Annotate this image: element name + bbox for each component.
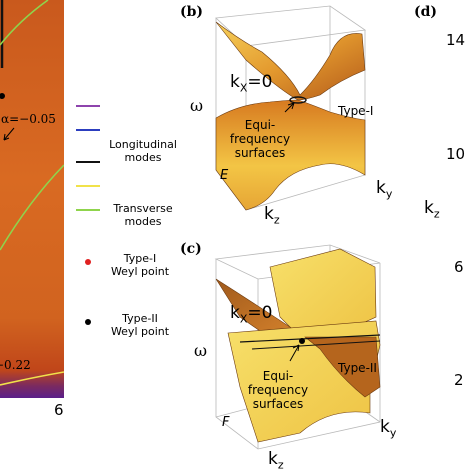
panel-b-ky-label: ky bbox=[376, 178, 392, 200]
panel-b-corner-label: E bbox=[220, 168, 229, 183]
panel-c-kz-k: k bbox=[268, 449, 278, 469]
panel-b-kx-label: kX=0 bbox=[230, 72, 272, 94]
panel-a-tick: 6 bbox=[54, 401, 64, 419]
panel-c: (c) bbox=[180, 237, 410, 474]
panel-d-label: (d) bbox=[414, 4, 438, 20]
panel-b-ky-k: k bbox=[376, 178, 386, 198]
panel-d-axis-sub: z bbox=[433, 207, 440, 221]
panel-b-kx-sub: X bbox=[239, 81, 248, 95]
panel-d: (d) 14 10 kz 6 2 bbox=[410, 0, 474, 474]
panel-b-kx-eq: =0 bbox=[247, 72, 273, 92]
legend-type2-line2: Weyl point bbox=[110, 325, 170, 338]
panel-b-equi-line2: surfaces bbox=[234, 146, 286, 160]
panel-c-equi-line1: Equi-frequency bbox=[247, 369, 309, 397]
legend-type2-label: Type-II Weyl point bbox=[100, 312, 180, 338]
panel-c-kz-sub: z bbox=[277, 458, 284, 472]
panel-d-tick-6: 6 bbox=[454, 258, 464, 276]
legend-longitudinal-label: Longitudinal modes bbox=[106, 138, 180, 164]
panel-b-surface-plot bbox=[215, 5, 367, 211]
panel-c-omega: ω bbox=[194, 341, 208, 360]
panel-c-type-label: Type-II bbox=[338, 361, 377, 375]
panel-b-kx-k: k bbox=[230, 72, 240, 92]
legend-transverse-line1: Transverse bbox=[113, 202, 173, 215]
legend-type1-line1: Type-I bbox=[123, 252, 157, 265]
panel-c-label: (c) bbox=[180, 241, 202, 257]
legend-dot-type2 bbox=[85, 319, 91, 325]
panel-b-kz-label: kz bbox=[264, 204, 280, 226]
panel-c-ky-label: ky bbox=[380, 417, 396, 439]
panel-c-kx-eq: =0 bbox=[247, 303, 273, 323]
legend-swatches bbox=[76, 105, 100, 325]
legend-longitudinal-line2: modes bbox=[124, 151, 162, 164]
panel-c-equi-line2: surfaces bbox=[252, 397, 304, 411]
panel-d-axis-k: k bbox=[424, 198, 434, 218]
panel-c-kx-k: k bbox=[230, 303, 240, 323]
bottom-value-label: −0.22 bbox=[0, 358, 31, 372]
panel-a: α=−0.05 −0.22 6 bbox=[0, 0, 64, 474]
panel-b-label: (b) bbox=[180, 4, 204, 20]
legend-longitudinal-line1: Longitudinal bbox=[109, 138, 177, 151]
legend-transverse-line2: modes bbox=[124, 215, 162, 228]
panel-c-kx-label: kX=0 bbox=[230, 303, 272, 325]
panel-c-kx-sub: X bbox=[239, 312, 248, 326]
panel-b-ky-sub: y bbox=[385, 187, 393, 201]
panel-b: (b) bbox=[180, 0, 410, 235]
legend-transverse-label: Transverse modes bbox=[110, 202, 176, 228]
panel-b-equi-label: Equi-frequency surfaces bbox=[220, 118, 300, 160]
panel-c-kz-label: kz bbox=[268, 449, 284, 471]
panel-d-tick-2: 2 bbox=[454, 371, 464, 389]
panel-b-kz-k: k bbox=[264, 204, 274, 224]
panel-c-ky-k: k bbox=[380, 417, 390, 437]
panel-c-surface-plot bbox=[214, 244, 381, 450]
panel-d-tick-14: 14 bbox=[446, 31, 466, 49]
panel-b-equi-line1: Equi-frequency bbox=[229, 118, 291, 146]
legend-dot-type1 bbox=[85, 259, 91, 265]
panel-b-type-label: Type-I bbox=[338, 104, 374, 118]
legend-type2-line1: Type-II bbox=[122, 312, 158, 325]
legend-type1-label: Type-I Weyl point bbox=[100, 252, 180, 278]
legend-type1-line2: Weyl point bbox=[110, 265, 170, 278]
panel-c-equi-label: Equi-frequency surfaces bbox=[236, 369, 320, 411]
panel-b-kz-sub: z bbox=[273, 213, 280, 227]
alpha-label: α=−0.05 bbox=[1, 112, 56, 126]
panel-d-tick-10: 10 bbox=[446, 145, 466, 163]
panel-a-heatmap bbox=[0, 0, 64, 398]
panel-c-corner-label: F bbox=[222, 415, 230, 430]
panel-b-omega: ω bbox=[190, 96, 204, 115]
panel-d-axis-label: kz bbox=[424, 198, 440, 220]
legend: Longitudinal modes Transverse modes Type… bbox=[70, 90, 180, 350]
panel-c-ky-sub: y bbox=[389, 426, 397, 440]
